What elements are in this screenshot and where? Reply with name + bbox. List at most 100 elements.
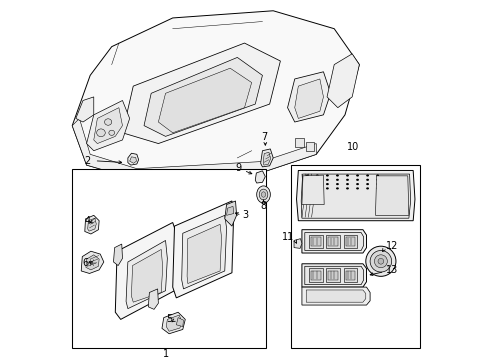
Ellipse shape — [366, 183, 368, 185]
Polygon shape — [126, 240, 167, 309]
Polygon shape — [76, 97, 94, 122]
Text: 4: 4 — [84, 216, 90, 226]
Polygon shape — [375, 176, 408, 215]
Ellipse shape — [97, 129, 105, 137]
Ellipse shape — [335, 187, 338, 189]
Ellipse shape — [305, 179, 308, 181]
Polygon shape — [345, 271, 354, 280]
Text: 5: 5 — [166, 314, 172, 324]
Polygon shape — [144, 58, 262, 136]
Polygon shape — [311, 271, 320, 280]
Ellipse shape — [315, 179, 318, 181]
Polygon shape — [301, 175, 324, 204]
Ellipse shape — [377, 258, 383, 264]
Polygon shape — [131, 249, 163, 302]
Polygon shape — [176, 318, 183, 327]
Ellipse shape — [355, 179, 358, 181]
Polygon shape — [293, 239, 301, 248]
Polygon shape — [86, 255, 99, 270]
Polygon shape — [301, 287, 369, 305]
Polygon shape — [226, 206, 233, 215]
Ellipse shape — [366, 179, 368, 181]
Ellipse shape — [366, 187, 368, 189]
Polygon shape — [304, 233, 363, 251]
Ellipse shape — [109, 130, 114, 135]
Polygon shape — [94, 108, 122, 144]
Polygon shape — [172, 201, 233, 298]
Polygon shape — [115, 222, 176, 319]
Ellipse shape — [315, 187, 318, 189]
Bar — [290, 165, 420, 348]
Polygon shape — [328, 237, 337, 246]
Text: 3: 3 — [242, 210, 248, 220]
Polygon shape — [328, 271, 337, 280]
Polygon shape — [308, 235, 322, 248]
Polygon shape — [294, 138, 303, 147]
Ellipse shape — [365, 246, 395, 276]
Polygon shape — [148, 289, 158, 309]
Ellipse shape — [325, 183, 328, 185]
Ellipse shape — [335, 179, 338, 181]
Ellipse shape — [325, 174, 328, 176]
Polygon shape — [162, 312, 185, 334]
Ellipse shape — [256, 186, 270, 203]
Ellipse shape — [375, 187, 378, 189]
Polygon shape — [87, 218, 96, 231]
Text: 8: 8 — [260, 201, 266, 211]
Ellipse shape — [355, 174, 358, 176]
Polygon shape — [311, 237, 320, 246]
Polygon shape — [343, 235, 356, 248]
Polygon shape — [122, 43, 280, 144]
Ellipse shape — [375, 179, 378, 181]
Ellipse shape — [346, 174, 348, 176]
Polygon shape — [263, 152, 270, 165]
Ellipse shape — [366, 174, 368, 176]
Polygon shape — [81, 251, 103, 274]
Polygon shape — [345, 237, 354, 246]
Polygon shape — [84, 215, 99, 234]
Polygon shape — [166, 315, 182, 331]
Ellipse shape — [369, 251, 391, 272]
Ellipse shape — [375, 174, 378, 176]
Polygon shape — [296, 171, 414, 221]
Text: 11: 11 — [281, 232, 293, 242]
Polygon shape — [255, 171, 265, 183]
Ellipse shape — [335, 174, 338, 176]
Polygon shape — [72, 11, 359, 179]
Polygon shape — [301, 264, 366, 287]
Bar — [72, 169, 265, 348]
Ellipse shape — [305, 174, 308, 176]
Polygon shape — [305, 290, 365, 302]
Ellipse shape — [259, 189, 267, 200]
Polygon shape — [127, 153, 138, 165]
Ellipse shape — [315, 183, 318, 185]
Polygon shape — [325, 269, 339, 282]
Text: 6: 6 — [82, 258, 89, 268]
Ellipse shape — [315, 174, 318, 176]
Ellipse shape — [374, 255, 386, 268]
Polygon shape — [301, 174, 410, 218]
Polygon shape — [301, 230, 366, 253]
Polygon shape — [326, 54, 359, 108]
Ellipse shape — [305, 183, 308, 185]
Ellipse shape — [104, 119, 111, 125]
Polygon shape — [158, 68, 251, 133]
Ellipse shape — [325, 187, 328, 189]
Polygon shape — [294, 79, 323, 118]
Ellipse shape — [346, 179, 348, 181]
Ellipse shape — [346, 187, 348, 189]
Polygon shape — [304, 266, 363, 285]
Text: 13: 13 — [386, 265, 398, 275]
Ellipse shape — [325, 179, 328, 181]
Text: 10: 10 — [346, 142, 359, 152]
Polygon shape — [325, 235, 339, 248]
Text: 2: 2 — [84, 156, 90, 166]
Polygon shape — [224, 201, 236, 226]
Ellipse shape — [375, 183, 378, 185]
Polygon shape — [72, 118, 316, 179]
Text: 12: 12 — [386, 241, 398, 251]
Ellipse shape — [335, 183, 338, 185]
Ellipse shape — [305, 187, 308, 189]
Polygon shape — [343, 269, 356, 282]
Polygon shape — [287, 72, 330, 122]
